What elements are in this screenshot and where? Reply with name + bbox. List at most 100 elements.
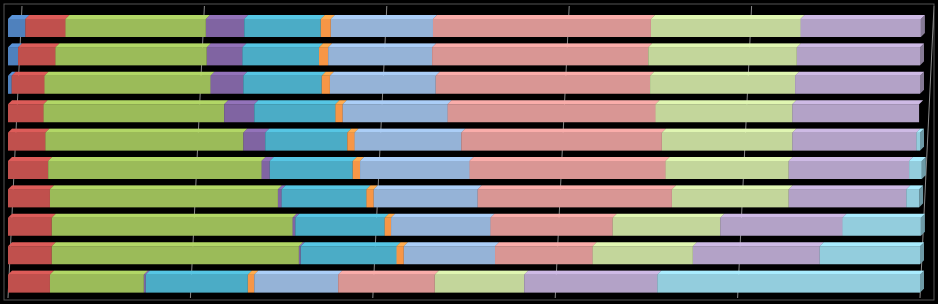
bar-segment	[447, 104, 656, 123]
bar-segment-top	[592, 242, 697, 247]
bar-segment-top	[461, 128, 666, 133]
bar-segment	[648, 47, 797, 66]
bar-segment	[916, 132, 920, 151]
bar-segment	[661, 132, 793, 151]
bar-segment	[461, 132, 662, 151]
bar-segment	[366, 189, 374, 208]
bar-segment	[8, 132, 46, 151]
bar-segment	[800, 19, 921, 37]
bar-segment-top	[269, 157, 357, 161]
bar-segment-top	[8, 15, 30, 19]
bar-segment-top	[819, 242, 924, 247]
bar-segment-top	[281, 185, 371, 190]
bar-segment	[650, 19, 801, 37]
bar-segment	[360, 161, 470, 179]
bar-segment	[592, 246, 693, 265]
bar-segment-top	[906, 185, 924, 190]
bar-segment	[11, 75, 45, 94]
bar-segment-top	[321, 71, 334, 76]
bar-segment	[8, 19, 26, 37]
bar-segment	[8, 217, 52, 236]
bar-segment-top	[384, 213, 396, 218]
bar-segment	[145, 274, 248, 293]
bar-segment-top	[800, 15, 925, 19]
bar-segment	[49, 274, 144, 293]
bar-segment-top	[44, 71, 215, 76]
bar-segment	[321, 75, 330, 94]
bar-segment	[318, 47, 329, 66]
bar-segment-top	[657, 270, 924, 275]
bar-segment-top	[18, 43, 60, 48]
bar-segment	[8, 161, 49, 179]
bar-segment	[432, 19, 651, 37]
bar-segment	[8, 75, 12, 94]
bar-segment	[281, 189, 367, 208]
bar-segment-top	[49, 185, 282, 190]
bar-segment	[300, 246, 397, 265]
bar-segment-top	[495, 242, 597, 247]
bar-segment	[354, 132, 462, 151]
bar-segment-top	[650, 15, 805, 19]
bar-segment-top	[432, 43, 653, 48]
bar-segment	[295, 217, 385, 236]
bar-segment-top	[655, 100, 797, 105]
bar-segment-top	[243, 128, 270, 133]
bar-segment-top	[842, 213, 925, 218]
bar-segment	[254, 274, 339, 293]
bar-segment-top	[338, 270, 439, 275]
bar-segment-top	[8, 270, 54, 275]
bar-segment-top	[43, 100, 229, 105]
bar-segment-top	[432, 15, 655, 19]
bar-segment-top	[265, 128, 352, 133]
bar-segment-top	[247, 270, 259, 275]
bar-segment-top	[8, 213, 56, 218]
bar-segment-top	[447, 100, 660, 105]
bar-segment-top	[224, 100, 259, 105]
bar-segment-top	[352, 157, 365, 161]
bar-segment-top	[8, 242, 56, 247]
bar-segment	[788, 189, 907, 208]
bar-segment-top	[49, 270, 148, 275]
bar-segment	[342, 104, 448, 123]
bar-segment	[692, 246, 820, 265]
bar-segment	[329, 75, 436, 94]
bar-segment	[477, 189, 672, 208]
bar-segment-top	[354, 128, 466, 133]
bar-segment	[265, 132, 348, 151]
bar-segment-top	[796, 43, 924, 48]
bar-segment	[298, 246, 301, 265]
bar-segment-top	[329, 71, 440, 76]
bar-segment-top	[277, 185, 286, 190]
bar-segment	[906, 189, 920, 208]
bar-segment-top	[347, 128, 359, 133]
bar-segment-top	[292, 213, 300, 218]
bar-segment	[352, 161, 361, 179]
bar-side	[920, 43, 924, 66]
bar-segment-top	[210, 71, 248, 76]
bar-segment	[403, 246, 496, 265]
bar-segment-top	[206, 43, 247, 48]
bar-segment-top	[661, 128, 797, 133]
bar-segment	[48, 161, 262, 179]
bar-segment-top	[8, 185, 54, 190]
bar-segment-top	[909, 157, 926, 161]
bar-segment-top	[8, 100, 48, 105]
bar-segment-top	[692, 242, 824, 247]
bar-segment	[8, 189, 50, 208]
bar-segment-top	[335, 100, 347, 105]
bar-segment	[242, 47, 319, 66]
bar-segment	[261, 161, 270, 179]
bar-segment-top	[8, 128, 50, 133]
bar-segment-top	[916, 128, 924, 133]
bar-segment	[373, 189, 478, 208]
bar-segment	[277, 189, 282, 208]
bar-segment	[45, 132, 244, 151]
bar-segment-top	[342, 100, 452, 105]
bar-segment-top	[261, 157, 274, 161]
bar-segment	[51, 246, 299, 265]
bar-segment-top	[648, 43, 801, 48]
bar-segment	[665, 161, 789, 179]
bar-segment-top	[665, 157, 793, 161]
bar-segment	[435, 75, 651, 94]
bar-side	[920, 242, 924, 265]
